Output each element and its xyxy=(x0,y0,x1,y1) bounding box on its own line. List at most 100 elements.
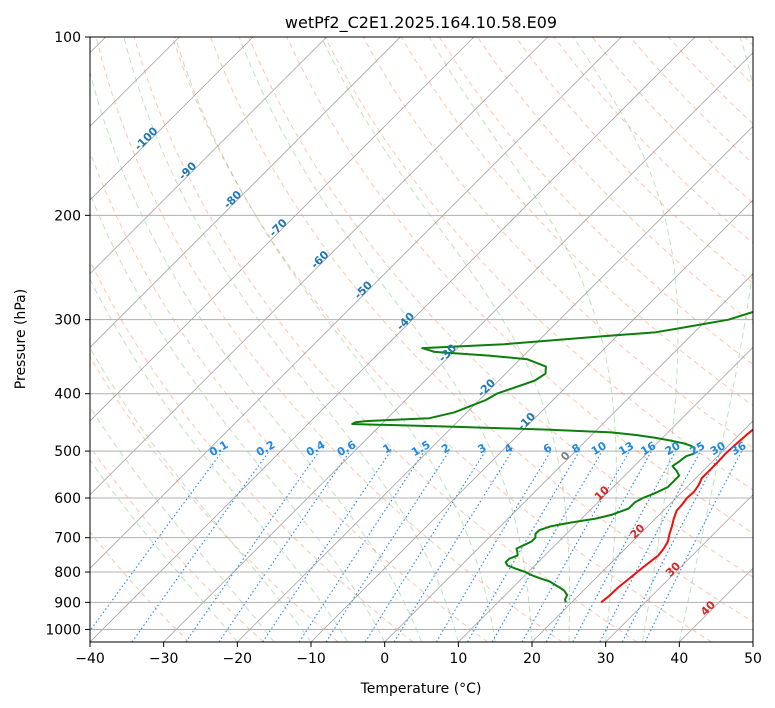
y-tick-label: 600 xyxy=(54,491,81,507)
moist-adiabat xyxy=(90,278,349,642)
moist-adiabat xyxy=(174,37,496,642)
isotherm-line xyxy=(90,37,696,642)
y-tick-label: 900 xyxy=(54,595,81,611)
plot-frame xyxy=(89,36,754,643)
mixing-ratio-label: 0.2 xyxy=(254,438,277,459)
moist-adiabat xyxy=(678,37,753,642)
isotherm-label: 30 xyxy=(663,559,683,579)
y-axis-label: Pressure (hPa) xyxy=(13,289,29,389)
y-tick-label: 500 xyxy=(54,444,81,460)
mixing-ratio-line xyxy=(325,450,450,642)
x-tick-label: 10 xyxy=(449,651,467,667)
dewpoint-line xyxy=(351,310,753,603)
dry-adiabat xyxy=(90,356,339,642)
mixing-ratio-label: 0.4 xyxy=(304,438,328,459)
moist-adiabat xyxy=(90,70,422,642)
isotherm-label: -40 xyxy=(394,310,417,333)
x-tick-label: 20 xyxy=(523,651,541,667)
y-tick-label: 700 xyxy=(54,531,81,547)
dry-adiabats xyxy=(90,37,753,642)
dry-adiabat xyxy=(706,37,753,86)
moist-adiabat xyxy=(90,347,312,642)
dry-adiabat xyxy=(133,37,638,642)
mixing-ratio-lines xyxy=(90,450,743,642)
isotherm-line xyxy=(90,37,475,422)
moist-adiabat xyxy=(428,37,617,642)
dry-adiabat xyxy=(591,37,753,204)
mixing-ratio-line xyxy=(545,450,653,642)
mixing-ratio-line xyxy=(599,450,701,642)
mixing-ratio-line xyxy=(364,450,486,642)
x-tick-label: 30 xyxy=(597,651,615,667)
dry-adiabat xyxy=(90,531,190,642)
mixing-ratio-label: 16 xyxy=(639,439,659,458)
x-tick-label: 0 xyxy=(380,651,389,667)
dry-adiabat xyxy=(171,37,712,642)
isotherm-line xyxy=(237,125,753,642)
mixing-ratio-label: 0.1 xyxy=(207,438,230,459)
isotherm-line xyxy=(605,494,753,642)
isotherm-label: -100 xyxy=(132,124,161,153)
y-tick-label: 400 xyxy=(54,387,81,403)
x-tick-label: 50 xyxy=(744,651,762,667)
chart-title: wetPf2_C2E1.2025.164.10.58.E09 xyxy=(285,13,557,33)
isotherm-label: 40 xyxy=(698,598,718,618)
x-axis-label: Temperature (°C) xyxy=(360,681,482,697)
dry-adiabat xyxy=(90,445,264,642)
y-axis: 100 200 300 400 500 600 700 800 900 1000 xyxy=(45,30,90,638)
mixing-ratio-label: 0.6 xyxy=(335,438,359,459)
dry-adiabat xyxy=(400,37,753,407)
isotherm-line xyxy=(90,37,548,496)
moist-adiabat xyxy=(90,192,386,642)
mixing-ratio-line xyxy=(185,450,320,642)
moist-adiabats xyxy=(90,37,753,642)
mixing-ratio-label: 2 xyxy=(439,441,452,456)
skewed-isotherms xyxy=(90,37,753,642)
mixing-ratio-label: 6 xyxy=(541,441,554,456)
temperature-line xyxy=(600,428,753,604)
series-lines xyxy=(351,310,753,604)
mixing-ratio-line xyxy=(262,450,392,642)
moist-adiabat xyxy=(320,37,571,642)
isotherm-label: 10 xyxy=(592,483,612,503)
plot-area: -100-90-80-70-60-50-40-30-20-10010203040… xyxy=(90,37,753,642)
isotherm-label: -50 xyxy=(352,278,375,301)
dry-adiabat xyxy=(438,37,753,366)
mixing-ratio-line xyxy=(521,450,630,642)
isotherm-line xyxy=(679,567,753,642)
isotherm-label: -60 xyxy=(308,248,331,271)
mixing-ratio-line xyxy=(467,450,580,642)
mixing-ratio-labels: 0.1 0.2 0.4 0.6 1 1.5 2 3 4 6 8 10 13 16 20 25 30 36 xyxy=(207,438,749,459)
isotherm-line xyxy=(90,37,254,201)
isotherm-line xyxy=(531,420,753,642)
moist-adiabat xyxy=(572,37,679,642)
isotherm-line xyxy=(752,641,753,642)
mixing-ratio-label: 1.5 xyxy=(409,438,432,459)
isotherm-line xyxy=(90,37,622,569)
mixing-ratio-label: 13 xyxy=(616,439,636,458)
mixing-ratio-line xyxy=(218,450,351,642)
mixing-ratio-line xyxy=(298,450,425,642)
mixing-ratio-line xyxy=(644,450,743,642)
dry-adiabat xyxy=(248,37,753,578)
isotherm-line xyxy=(90,37,401,348)
mixing-ratio-line xyxy=(90,450,223,632)
y-tick-label: 300 xyxy=(54,313,81,329)
x-tick-label: −10 xyxy=(296,651,326,667)
mixing-ratio-line xyxy=(435,450,552,642)
y-tick-label: 1000 xyxy=(45,622,81,638)
mixing-ratio-label: 8 xyxy=(570,441,583,456)
isotherm-line xyxy=(90,37,327,275)
dry-adiabat xyxy=(95,37,563,642)
mixing-ratio-label: 10 xyxy=(589,439,609,458)
y-tick-label: 800 xyxy=(54,565,81,581)
mixing-ratio-line xyxy=(572,450,677,642)
isotherm-label: -90 xyxy=(176,159,199,182)
isotherm-line xyxy=(384,273,753,642)
isotherm-line xyxy=(458,346,753,642)
dry-adiabat xyxy=(210,37,753,623)
dry-adiabat xyxy=(515,37,753,284)
y-tick-label: 100 xyxy=(54,30,81,46)
